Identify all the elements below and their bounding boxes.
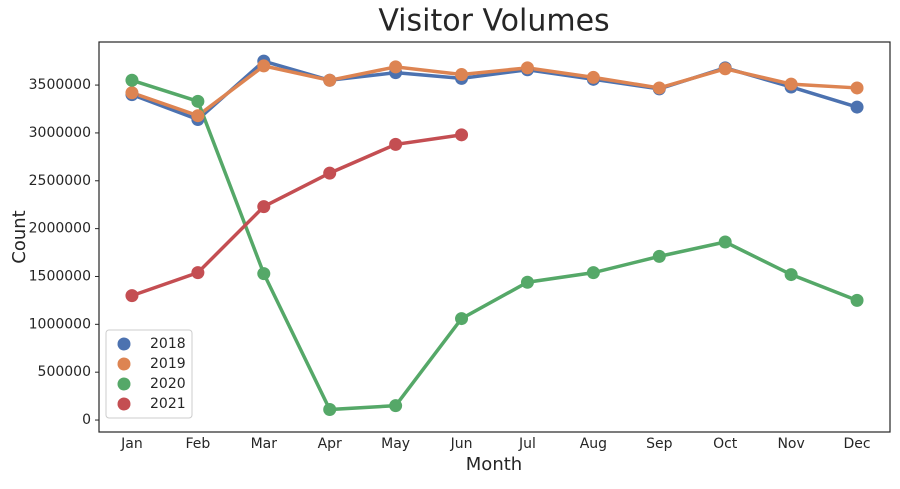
legend-marker: [117, 397, 131, 411]
x-tick-label: Oct: [713, 436, 738, 452]
x-tick-label: May: [381, 436, 410, 452]
data-point: [586, 70, 600, 84]
legend-box: [105, 329, 193, 419]
data-point: [257, 59, 271, 73]
data-point: [323, 73, 337, 87]
data-point: [455, 312, 469, 326]
data-point: [718, 235, 732, 249]
legend-label: 2020: [150, 376, 186, 392]
y-tick-label: 3500000: [29, 77, 91, 93]
x-tick-label: Jun: [450, 436, 473, 452]
x-tick-label: Aug: [580, 436, 607, 452]
data-point: [652, 249, 666, 263]
y-tick-label: 1500000: [29, 268, 91, 284]
plot-frame: [98, 41, 891, 433]
x-tick-label: Sep: [646, 436, 673, 452]
y-tick-label: 0: [82, 412, 91, 428]
data-point: [257, 267, 271, 281]
y-axis-label: Count: [9, 210, 30, 263]
y-tick-label: 500000: [38, 364, 91, 380]
data-point: [257, 200, 271, 214]
y-tick-label: 2000000: [29, 221, 91, 237]
data-point: [784, 268, 798, 282]
y-tick-label: 3000000: [29, 125, 91, 141]
data-point: [455, 68, 469, 82]
data-point: [323, 166, 337, 180]
data-point: [850, 81, 864, 95]
data-point: [125, 289, 139, 303]
data-point: [389, 399, 403, 413]
series-line: [131, 78, 858, 412]
data-point: [191, 109, 205, 123]
y-tick-label: 2500000: [29, 173, 91, 189]
legend-label: 2021: [150, 396, 186, 412]
data-point: [125, 86, 139, 100]
x-tick-label: Jul: [518, 436, 536, 452]
data-point: [455, 128, 469, 142]
x-tick-label: Feb: [185, 436, 210, 452]
data-point: [784, 77, 798, 91]
data-point: [652, 81, 666, 95]
data-point: [520, 275, 534, 289]
legend-marker: [117, 377, 131, 391]
data-point: [850, 100, 864, 114]
data-point: [191, 266, 205, 280]
x-tick-label: Mar: [251, 436, 278, 452]
data-point: [125, 73, 139, 87]
x-tick-label: Dec: [843, 436, 870, 452]
y-tick-label: 1000000: [29, 316, 91, 332]
series-line: [131, 133, 462, 298]
data-point: [520, 61, 534, 75]
data-point: [389, 60, 403, 74]
data-point: [850, 293, 864, 307]
legend-marker: [117, 357, 131, 371]
x-tick-label: Jan: [120, 436, 143, 452]
legend-label: 2018: [150, 336, 186, 352]
x-tick-label: Apr: [318, 436, 342, 452]
legend-marker: [117, 337, 131, 351]
data-point: [389, 137, 403, 151]
data-point: [323, 403, 337, 417]
chart-title: Visitor Volumes: [378, 4, 609, 39]
series-line: [131, 64, 858, 118]
legend-label: 2019: [150, 356, 186, 372]
x-tick-label: Nov: [777, 436, 804, 452]
data-point: [586, 266, 600, 280]
x-axis-label: Month: [466, 454, 522, 475]
data-point: [191, 94, 205, 108]
data-point: [718, 62, 732, 76]
